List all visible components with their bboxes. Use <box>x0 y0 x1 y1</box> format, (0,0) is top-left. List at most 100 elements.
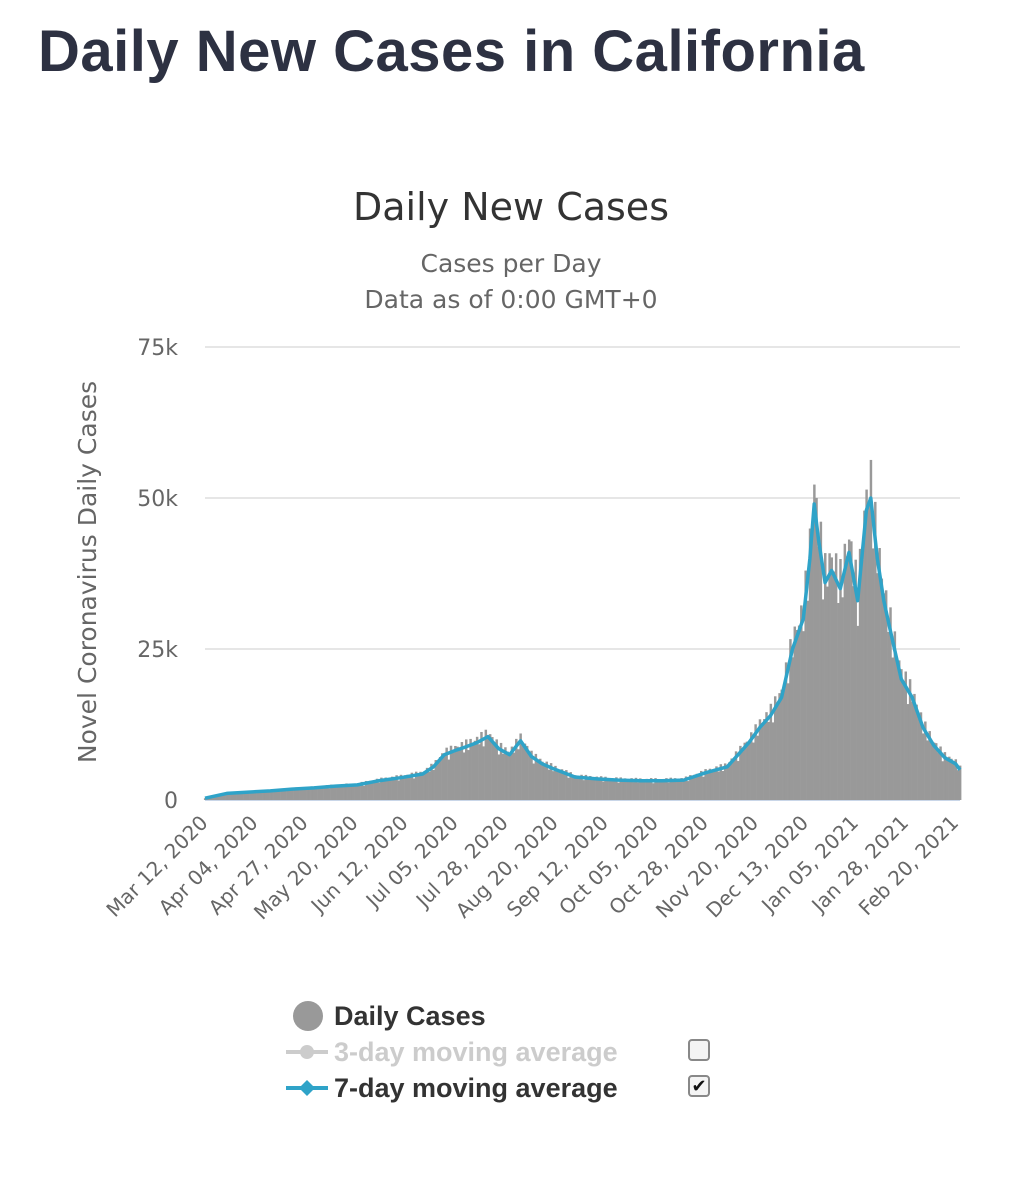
daily-cases-bar <box>238 792 242 800</box>
daily-cases-bar <box>528 754 531 800</box>
daily-cases-bar <box>952 762 955 800</box>
daily-cases-bar <box>486 737 490 800</box>
daily-cases-bar <box>684 776 688 800</box>
daily-cases-bar <box>612 780 616 800</box>
daily-cases-bar <box>876 573 879 800</box>
line-dot-icon <box>280 1034 334 1070</box>
daily-cases-bar <box>663 780 666 800</box>
checkbox-7-day-average[interactable]: ✔ <box>688 1075 710 1097</box>
daily-cases-bar <box>219 794 222 800</box>
daily-cases-bar <box>852 586 855 800</box>
daily-cases-bar <box>443 756 446 800</box>
daily-cases-bar <box>676 779 679 800</box>
daily-cases-bar <box>902 685 905 800</box>
daily-cases-bar <box>669 777 672 800</box>
chart-subtitle: Cases per Day <box>421 249 602 278</box>
daily-cases-bar <box>351 784 355 800</box>
daily-cases-bar <box>543 764 546 800</box>
daily-cases-bar <box>267 790 270 800</box>
daily-cases-bar <box>221 793 224 800</box>
daily-cases-bar <box>660 779 664 800</box>
daily-cases-bar <box>234 792 237 800</box>
daily-cases-bar <box>593 777 596 800</box>
legend-item-7-day-average[interactable]: 7-day moving average ✔ <box>280 1070 740 1106</box>
daily-cases-bar <box>782 688 786 800</box>
daily-cases-bar <box>377 782 381 800</box>
daily-cases-bar <box>310 786 313 800</box>
daily-cases-bar <box>599 776 603 800</box>
daily-cases-bar <box>545 761 548 800</box>
daily-cases-bar <box>203 798 207 800</box>
daily-cases-bar <box>861 559 864 800</box>
daily-cases-bar <box>258 792 261 800</box>
daily-cases-bar <box>364 780 368 800</box>
daily-cases-bar <box>547 769 551 800</box>
checkbox-3-day-average[interactable] <box>688 1039 710 1061</box>
legend-item-daily-cases[interactable]: Daily Cases <box>280 998 740 1034</box>
daily-cases-bar <box>554 765 557 800</box>
daily-cases-bar <box>530 750 533 800</box>
daily-cases-bar <box>558 769 562 800</box>
daily-cases-bar <box>856 625 860 800</box>
daily-cases-bar <box>954 759 958 800</box>
daily-cases-bar <box>636 782 640 800</box>
daily-cases-bar <box>847 539 851 800</box>
daily-cases-bar <box>880 578 884 800</box>
daily-cases-bar <box>850 541 853 800</box>
daily-cases-bar <box>578 777 581 800</box>
daily-cases-bar <box>312 789 316 800</box>
daily-cases-bar <box>808 528 812 800</box>
daily-cases-bar <box>290 787 294 800</box>
daily-cases-bar <box>467 750 470 800</box>
daily-cases-bar <box>932 742 936 800</box>
daily-cases-bar <box>295 787 298 800</box>
daily-cases-bar <box>525 745 529 800</box>
daily-cases-bar <box>837 603 840 800</box>
daily-cases-bar <box>891 657 894 800</box>
daily-cases-bar <box>958 765 962 800</box>
daily-cases-bar <box>708 768 712 800</box>
daily-cases-bar <box>863 510 866 800</box>
daily-cases-bar <box>765 712 768 800</box>
daily-cases-bar <box>617 782 620 800</box>
daily-cases-bar <box>562 773 566 800</box>
daily-cases-bar <box>425 767 429 800</box>
daily-cases-bar <box>869 459 873 800</box>
daily-cases-bar <box>330 784 333 800</box>
daily-cases-bar <box>497 754 501 800</box>
daily-cases-bar <box>506 751 509 800</box>
daily-cases-bar <box>273 790 277 800</box>
daily-cases-bar <box>541 761 544 800</box>
daily-cases-bar <box>787 683 790 800</box>
daily-cases-bar <box>417 776 420 800</box>
daily-cases-bar <box>895 659 899 800</box>
daily-cases-bar <box>523 743 527 800</box>
daily-cases-bar <box>719 764 723 800</box>
daily-cases-bar <box>691 777 694 800</box>
daily-cases-bar <box>773 696 777 800</box>
daily-cases-bar <box>597 780 601 800</box>
daily-cases-bar <box>589 775 592 800</box>
daily-cases-bar <box>817 546 820 800</box>
daily-cases-bar <box>867 504 870 800</box>
daily-cases-bar <box>911 701 914 800</box>
circle-icon <box>280 998 334 1034</box>
daily-cases-bar <box>728 762 731 800</box>
daily-cases-bar <box>301 788 305 800</box>
daily-cases-bar <box>410 772 414 800</box>
legend-label-3-day-average: 3-day moving average <box>334 1036 618 1067</box>
daily-cases-bar <box>819 521 823 800</box>
daily-cases-bar <box>750 732 753 800</box>
daily-cases-bar <box>667 782 670 800</box>
legend-item-3-day-average[interactable]: 3-day moving average <box>280 1034 740 1070</box>
y-axis-ticks: 0 25k 50k 75k <box>137 336 178 814</box>
daily-cases-bar <box>282 790 285 800</box>
daily-cases-bar <box>841 597 844 800</box>
daily-cases-bar <box>928 731 931 800</box>
daily-cases-bar <box>615 777 618 800</box>
daily-cases-bar <box>854 559 857 800</box>
daily-cases-bar <box>926 740 929 800</box>
daily-cases-bar <box>760 723 764 800</box>
daily-cases-bar <box>432 769 435 800</box>
daily-cases-bar <box>512 752 516 800</box>
